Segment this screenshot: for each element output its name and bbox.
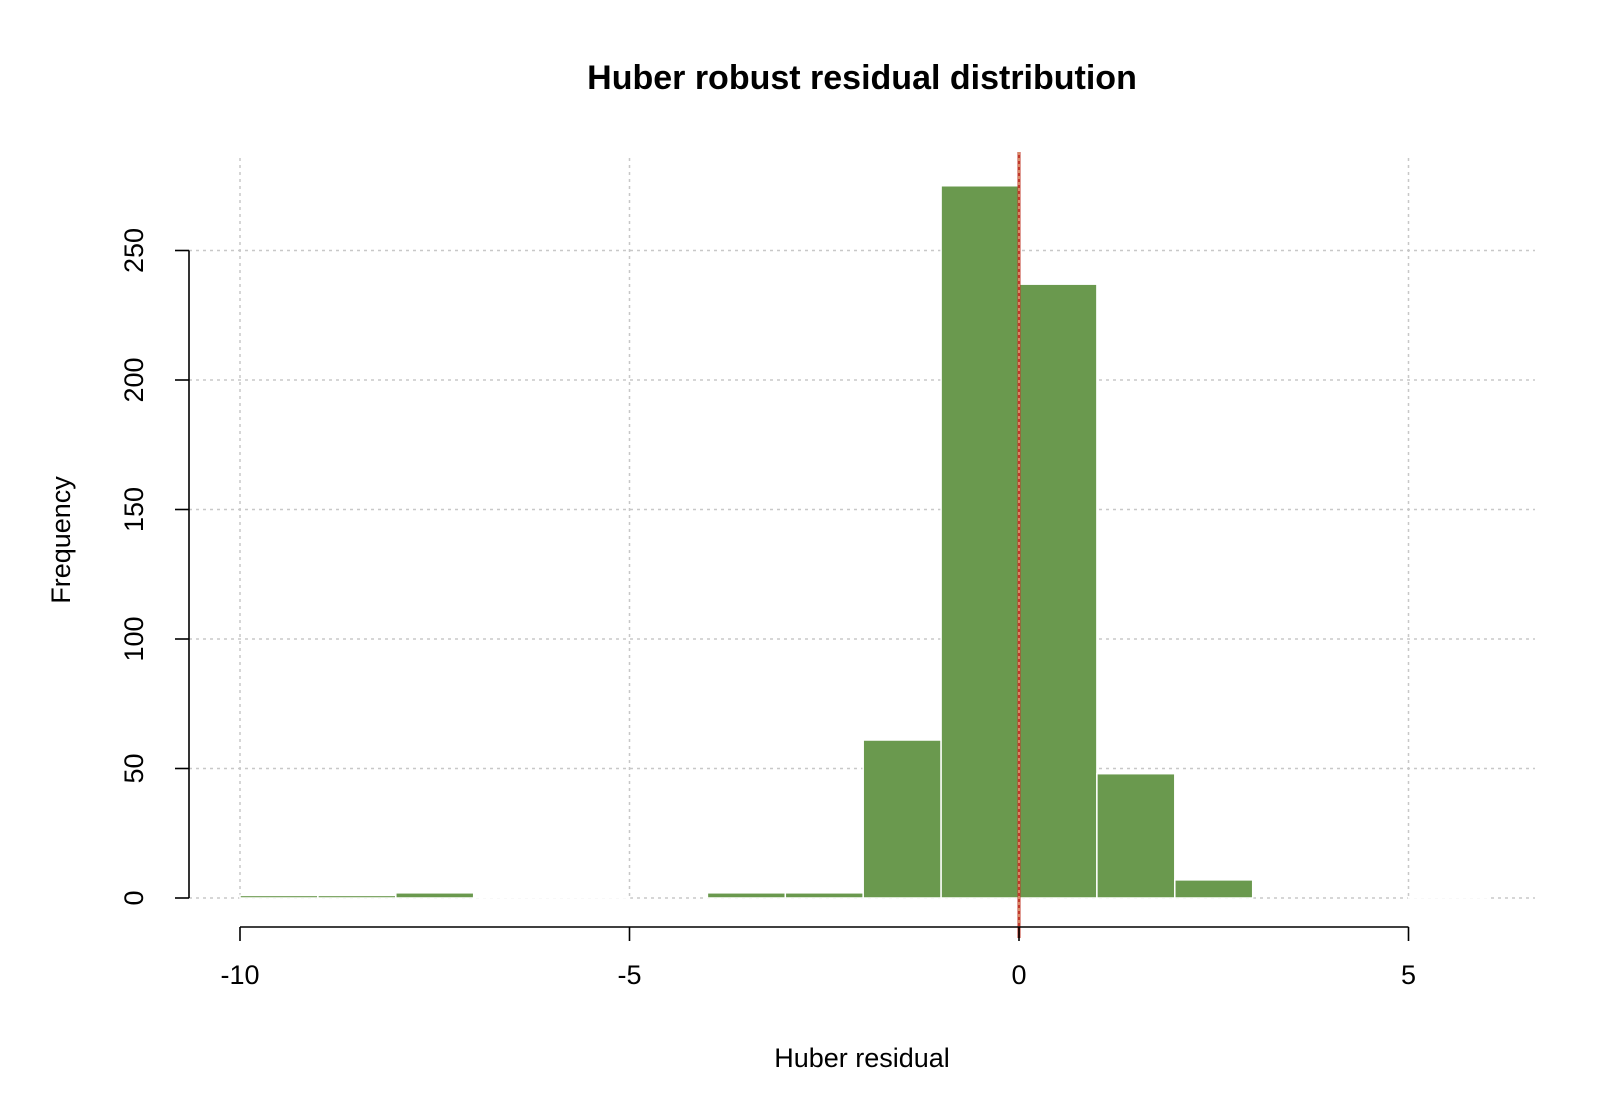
- y-axis-label: Frequency: [46, 476, 76, 604]
- x-axis-label: Huber residual: [774, 1043, 950, 1073]
- histogram-bar: [940, 185, 1020, 899]
- histogram-bar: [317, 894, 397, 899]
- histogram-bar: [472, 895, 553, 899]
- histogram-bar: [395, 892, 475, 899]
- x-axis: -10 -5 0 5: [220, 926, 1416, 990]
- histogram-bar: [1096, 772, 1176, 899]
- histogram-bar: [550, 895, 631, 899]
- x-tick-label: 0: [1011, 960, 1026, 990]
- histogram-bars: [239, 185, 1488, 899]
- y-tick-label: 200: [119, 357, 149, 402]
- x-tick-label: -5: [617, 960, 641, 990]
- y-tick-label: 50: [119, 753, 149, 783]
- histogram-bar: [784, 892, 864, 899]
- chart-title: Huber robust residual distribution: [587, 59, 1137, 97]
- y-tick-label: 250: [119, 228, 149, 273]
- histogram-bar: [239, 894, 319, 899]
- x-tick-label: -10: [220, 960, 259, 990]
- histogram-bar: [1174, 879, 1254, 899]
- grid-lines: [189, 158, 1535, 899]
- histogram-bar: [862, 739, 942, 899]
- y-tick-label: 0: [119, 890, 149, 905]
- y-tick-label: 100: [119, 616, 149, 661]
- y-tick-label: 150: [119, 487, 149, 532]
- x-tick-label: 5: [1401, 960, 1416, 990]
- histogram-bar: [1018, 283, 1098, 899]
- y-axis: 0 50 100 150 200 250: [119, 228, 190, 906]
- histogram-bar: [706, 892, 787, 899]
- histogram-bar: [1407, 895, 1488, 899]
